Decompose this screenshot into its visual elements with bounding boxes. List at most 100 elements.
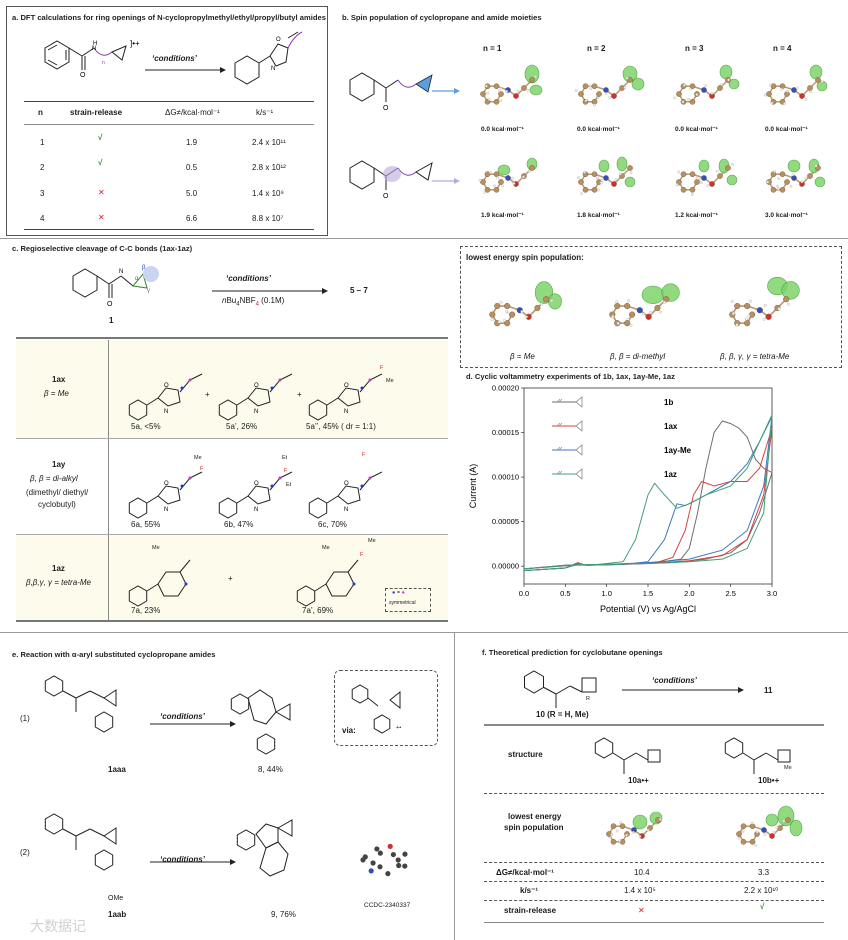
hydrogen — [776, 187, 780, 191]
y-axis-label: Current (A) — [468, 464, 478, 509]
hydrogen — [764, 93, 767, 97]
bond — [367, 697, 379, 707]
me-label: Me — [784, 765, 792, 771]
panel-f-structures — [594, 737, 791, 774]
bond — [189, 373, 203, 381]
energy-bottom: 1.8 kcal·mol⁻¹ — [577, 212, 620, 219]
crystal-atom — [368, 868, 374, 874]
hydrogen — [700, 181, 703, 184]
beta-marker — [180, 484, 184, 488]
atom — [504, 302, 511, 310]
atom — [779, 186, 786, 193]
atom — [610, 838, 617, 845]
divider — [0, 632, 848, 633]
hydrogen — [730, 300, 734, 303]
atom-o: O — [107, 301, 113, 308]
energy-top: 0.0 kcal·mol⁻¹ — [481, 126, 524, 133]
beta-marker — [360, 484, 364, 488]
row-n: 4 — [40, 214, 45, 223]
atom — [689, 83, 696, 90]
panel-c-title: c. Regioselective cleavage of C-C bonds … — [12, 244, 193, 253]
atom — [785, 817, 791, 823]
atom — [480, 179, 486, 185]
atom-label-et: Et — [286, 482, 292, 488]
panel-a-table-mid-rule — [24, 124, 314, 125]
row-k: 2.8 x 10¹² — [252, 163, 286, 172]
panel-e-title: e. Reaction with α-aryl substituted cycl… — [12, 650, 216, 659]
atom — [513, 93, 519, 99]
hydrogen — [615, 300, 619, 304]
hydrogen — [499, 99, 503, 102]
hydrogen — [690, 193, 694, 196]
hydrogen — [589, 87, 593, 91]
divider — [0, 238, 848, 239]
reagent-nbf: NBF — [239, 296, 256, 305]
plus-sign: + — [297, 390, 302, 399]
atom — [701, 87, 707, 93]
bond — [89, 828, 105, 837]
atom — [521, 85, 527, 91]
atom — [619, 838, 626, 845]
atom — [578, 179, 584, 185]
hydrogen — [600, 179, 604, 182]
oxazoline-ring — [337, 387, 361, 407]
legend-glyph — [575, 444, 583, 456]
hydrogen — [625, 833, 628, 837]
bond — [542, 686, 557, 695]
atom — [769, 833, 775, 839]
spin-lobe — [616, 156, 628, 172]
row-dg: 5.0 — [186, 189, 198, 198]
atom — [654, 304, 661, 312]
oxazoline-ring — [247, 387, 271, 407]
hydrogen — [631, 830, 635, 834]
molecule-model — [673, 64, 740, 105]
crystal-atom — [370, 860, 376, 866]
ring-atom: N — [164, 409, 168, 415]
atom — [480, 91, 486, 97]
energy-top: 0.0 kcal·mol⁻¹ — [577, 126, 620, 133]
dg-value: 10.4 — [634, 868, 650, 877]
legend-glyph — [575, 468, 583, 480]
atom — [740, 838, 747, 845]
bond — [146, 397, 159, 406]
molecule-model — [766, 158, 826, 193]
hydrogen — [497, 89, 501, 93]
molecule-model — [489, 281, 562, 327]
hydrogen — [511, 176, 514, 180]
atom — [627, 77, 633, 83]
hydrogen — [596, 176, 599, 180]
hydrogen — [731, 312, 735, 315]
atom — [629, 311, 636, 318]
benzene-ring — [128, 399, 148, 421]
bond — [359, 379, 371, 393]
spin-population-box — [460, 246, 842, 368]
row-strain: strain-release — [504, 906, 557, 915]
atom — [777, 825, 783, 831]
atom — [689, 171, 696, 178]
row-k: 1.4 x 10⁹ — [252, 189, 284, 198]
hydrogen — [659, 818, 662, 821]
panel-b-title: b. Spin population of cyclopropane and a… — [342, 13, 542, 22]
hydrogen — [478, 178, 482, 182]
hydrogen — [599, 181, 603, 185]
panel-f-title: f. Theoretical prediction for cyclobutan… — [482, 648, 663, 657]
dg-value: 3.3 — [758, 868, 770, 877]
substrate-label: 1aab — [108, 910, 127, 919]
hydrogen — [706, 184, 710, 188]
row-n: 2 — [40, 163, 45, 172]
hydrogen — [681, 100, 685, 104]
row-spin: spin population — [504, 823, 564, 832]
bond — [62, 828, 77, 837]
bond — [314, 583, 327, 592]
hydrogen — [658, 310, 662, 314]
row-n: 3 — [40, 189, 45, 198]
atom — [645, 313, 652, 320]
bond — [75, 690, 91, 699]
k-value: 2.2 x 10¹⁰ — [744, 886, 779, 895]
spin-lobe — [787, 159, 801, 173]
ring-atom: O — [344, 383, 349, 389]
plus-sign: + — [228, 574, 233, 583]
gamma-label: γ — [147, 288, 150, 294]
symmetrical-legend — [385, 588, 431, 612]
svg-text:O: O — [383, 193, 389, 200]
